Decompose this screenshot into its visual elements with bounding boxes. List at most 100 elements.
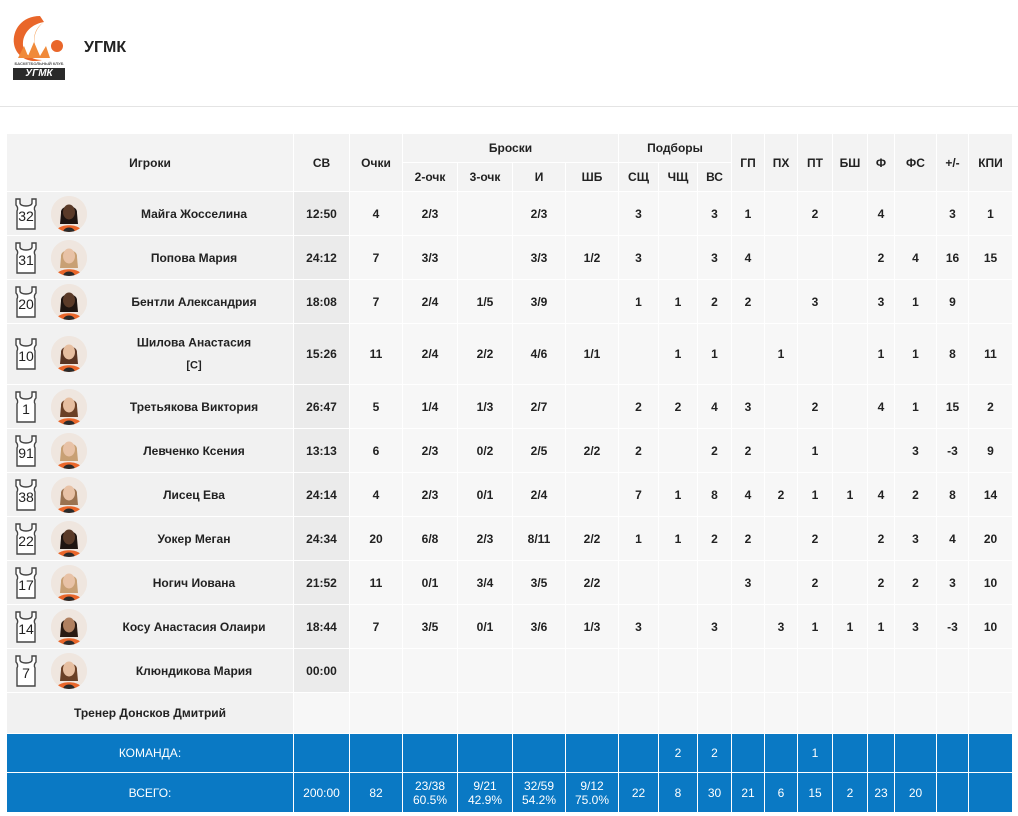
player-row: 17 Ногич Иована 21:52 11 0/1 3/4 3/5 2/2 3 2 2 2 3 10	[6, 560, 1014, 605]
player-cell: 20 Бентли Александрия	[6, 279, 294, 324]
player-photo	[51, 520, 87, 557]
coach-empty-cell	[867, 692, 896, 734]
jersey-number: 22	[18, 532, 34, 549]
player-name: Шилова Анастасия [C]	[95, 337, 293, 372]
stat-blocks: 1	[832, 604, 869, 649]
stat-tot-reb: 4	[696, 384, 733, 429]
stat-ft	[565, 384, 619, 429]
stat-off-reb	[658, 604, 698, 649]
team-row-stat-three-pt	[457, 733, 513, 773]
player-info: 14 Косу Анастасия Олаири	[7, 605, 293, 648]
player-row: 14 Косу Анастасия Олаири 18:44 7 3/5 0/1 3/6 1/…	[6, 604, 1014, 649]
stat-fg: 2/3	[512, 191, 566, 236]
stat-ft	[565, 279, 619, 324]
total-row-stat-two-pt: 23/38 60.5%	[402, 772, 458, 813]
stat-def-reb	[618, 648, 659, 693]
stat-blocks	[832, 191, 869, 236]
stat-tot-reb: 2	[696, 428, 733, 473]
stat-ft: 2/2	[565, 428, 619, 473]
total-row-stat-fg: 32/59 54.2%	[512, 772, 566, 813]
stat-fouls: 2	[867, 560, 896, 605]
stat-plus-minus: 8	[936, 323, 970, 385]
box-score-table: Игроки СВ Очки Броски Подборы ГП ПХ ПТ Б…	[6, 133, 1014, 813]
stat-fouls: 3	[867, 279, 896, 324]
coach-empty-cell	[894, 692, 938, 734]
player-info: 10 Шилова Анастасия [C]	[7, 324, 293, 384]
header-tot-reb: ВС	[696, 162, 733, 192]
stat-assists: 3	[731, 384, 766, 429]
stat-plus-minus: -3	[936, 604, 970, 649]
stat-three-pt: 3/4	[457, 560, 513, 605]
stat-fouls	[867, 648, 896, 693]
stat-steals	[797, 235, 834, 280]
stat-def-reb: 2	[618, 428, 659, 473]
stat-off-reb: 2	[658, 384, 698, 429]
stat-ft: 1/1	[565, 323, 619, 385]
stat-efficiency: 2	[968, 384, 1014, 429]
header-fouls: Ф	[867, 133, 896, 192]
coach-empty-cell	[968, 692, 1014, 734]
player-row: 91 Левченко Ксения 13:13 6 2/3 0/2 2/5 2/2 2 2 2 1 3…	[6, 428, 1014, 473]
stat-turnovers: 1	[764, 323, 799, 385]
player-row: 31 Попова Мария 24:12 7 3/3 3/3 1/2 3 3 4 2 4 16 15	[6, 235, 1014, 280]
total-row-stat-def-reb: 22	[618, 772, 659, 813]
stat-off-reb: 1	[658, 472, 698, 517]
jersey-icon: 22	[13, 522, 39, 555]
stat-minutes: 24:12	[293, 235, 350, 280]
player-photo	[51, 195, 87, 232]
stat-efficiency: 10	[968, 560, 1014, 605]
total-row-stat-off-reb: 8	[658, 772, 698, 813]
stat-efficiency: 9	[968, 428, 1014, 473]
total-row-stat-minutes: 200:00	[293, 772, 350, 813]
stat-tot-reb	[696, 560, 733, 605]
stat-efficiency: 1	[968, 191, 1014, 236]
stat-def-reb: 3	[618, 604, 659, 649]
stat-turnovers: 2	[764, 472, 799, 517]
jersey-icon: 7	[13, 654, 39, 687]
header-two-pt: 2-очк	[402, 162, 458, 192]
stat-fouls-drawn	[894, 648, 938, 693]
stat-plus-minus: 4	[936, 516, 970, 561]
stat-steals: 1	[797, 428, 834, 473]
stat-three-pt: 1/3	[457, 384, 513, 429]
stat-points: 4	[349, 191, 403, 236]
jersey-icon: 14	[13, 610, 39, 643]
player-cell: 32 Майга Жосселина	[6, 191, 294, 236]
jersey-number: 20	[18, 295, 34, 312]
team-row-stat-ft	[565, 733, 619, 773]
stat-off-reb: 1	[658, 516, 698, 561]
player-name: Третьякова Виктория	[95, 401, 293, 413]
player-info: 38 Лисец Ева	[7, 473, 293, 516]
header-rebounds: Подборы	[617, 133, 733, 163]
player-row: 1 Третьякова Виктория 26:47 5 1/4 1/3 2/7 2 2 4 3 2…	[6, 384, 1014, 429]
team-row-stat-plus-minus	[936, 733, 970, 773]
stat-ft: 2/2	[565, 516, 619, 561]
stat-efficiency	[968, 279, 1014, 324]
stat-fouls-drawn: 2	[894, 560, 938, 605]
total-row-stat-steals: 15	[797, 772, 834, 813]
player-name-text: Шилова Анастасия	[136, 335, 252, 350]
coach-empty-cell	[565, 692, 619, 734]
stat-minutes: 15:26	[293, 323, 350, 385]
player-row: 7 Клюндикова Мария 00:00	[6, 648, 1014, 693]
coach-empty-cell	[936, 692, 970, 734]
stat-fouls: 2	[867, 516, 896, 561]
stat-turnovers	[764, 428, 799, 473]
stat-two-pt: 2/3	[402, 428, 458, 473]
header-fouls-drawn: ФС	[894, 133, 938, 192]
coach-empty-cell	[402, 692, 458, 734]
stat-tot-reb: 3	[696, 235, 733, 280]
stat-tot-reb: 2	[696, 279, 733, 324]
coach-empty-cell	[658, 692, 698, 734]
logo-text: УГМК	[25, 68, 53, 79]
coach-name: Тренер Донсков Дмитрий	[6, 692, 294, 734]
header-players: Игроки	[6, 133, 294, 192]
stat-off-reb	[658, 235, 698, 280]
stat-def-reb: 1	[618, 279, 659, 324]
jersey-icon: 10	[13, 338, 39, 370]
stat-def-reb: 2	[618, 384, 659, 429]
stat-blocks	[832, 648, 869, 693]
stat-efficiency: 10	[968, 604, 1014, 649]
player-name: Лисец Ева	[95, 489, 293, 501]
